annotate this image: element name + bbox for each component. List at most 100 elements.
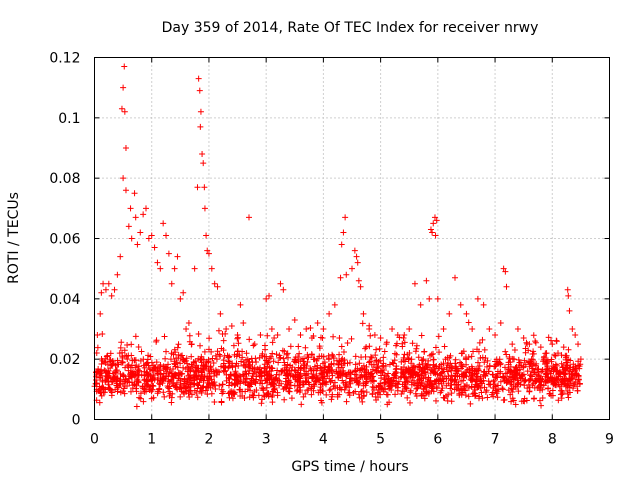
data-point: [205, 358, 212, 365]
data-point: [264, 332, 271, 339]
data-point: [105, 384, 112, 391]
data-point: [486, 362, 493, 369]
data-point: [191, 265, 198, 272]
data-point: [513, 363, 520, 370]
data-point: [319, 387, 326, 394]
data-point: [512, 401, 519, 408]
data-point: [127, 388, 134, 395]
data-point: [303, 326, 310, 332]
data-point: [342, 214, 349, 221]
data-point: [154, 367, 161, 374]
data-point: [425, 374, 432, 381]
data-point: [454, 372, 461, 379]
data-point: [527, 372, 534, 379]
data-point: [349, 265, 355, 272]
data-point: [575, 341, 582, 348]
data-point: [433, 217, 440, 224]
data-point: [273, 351, 280, 358]
data-point: [155, 388, 162, 395]
data-point: [262, 357, 269, 364]
data-point: [551, 364, 558, 371]
data-point: [317, 334, 324, 341]
data-point: [203, 232, 210, 239]
data-point: [400, 368, 407, 375]
data-point: [143, 377, 150, 384]
data-point: [340, 229, 347, 236]
data-point: [180, 364, 187, 371]
data-point: [214, 283, 221, 290]
data-point: [135, 378, 142, 385]
data-point: [447, 376, 454, 383]
data-point: [205, 383, 212, 390]
data-point: [462, 392, 469, 399]
data-point: [502, 348, 509, 355]
data-point: [489, 371, 496, 378]
data-point: [399, 388, 406, 395]
data-point: [376, 386, 383, 393]
data-point: [226, 375, 233, 382]
data-point: [565, 292, 572, 299]
data-point: [163, 232, 170, 239]
data-point: [177, 393, 184, 400]
data-point: [281, 362, 288, 369]
data-point: [121, 378, 128, 385]
data-point: [566, 384, 573, 391]
data-point: [240, 319, 247, 326]
data-point: [368, 370, 375, 377]
data-point: [304, 359, 311, 366]
data-point: [338, 343, 345, 350]
data-point: [144, 356, 151, 363]
data-point: [567, 364, 574, 371]
data-point: [261, 342, 268, 349]
data-point: [225, 358, 232, 365]
data-point: [134, 241, 141, 248]
data-point: [260, 392, 267, 399]
data-point: [310, 374, 317, 381]
data-point: [283, 381, 290, 388]
data-point: [542, 379, 549, 386]
data-point: [278, 380, 285, 387]
data-point: [545, 334, 552, 341]
data-point: [574, 378, 581, 385]
data-point: [508, 378, 515, 385]
data-point: [494, 374, 501, 381]
data-point: [120, 175, 127, 182]
data-point: [463, 361, 470, 368]
data-point: [140, 398, 147, 405]
data-point: [297, 365, 304, 372]
data-point: [188, 375, 195, 382]
data-point: [500, 265, 507, 272]
data-point: [476, 339, 483, 346]
data-point: [218, 398, 225, 405]
data-point: [447, 385, 454, 392]
data-point: [493, 373, 500, 380]
data-point: [481, 359, 488, 366]
data-point: [148, 232, 155, 239]
data-point: [235, 378, 242, 385]
data-point: [355, 277, 362, 284]
data-point: [556, 383, 563, 390]
data-point: [209, 355, 216, 362]
data-point: [125, 223, 132, 230]
data-point: [103, 368, 110, 375]
data-point: [260, 385, 267, 392]
data-point: [117, 389, 124, 396]
data-point: [257, 332, 264, 339]
data-point: [512, 383, 519, 390]
data-point: [323, 391, 330, 398]
data-point: [233, 353, 240, 360]
data-point: [358, 388, 365, 395]
data-point: [403, 385, 410, 392]
data-point: [459, 363, 466, 370]
data-point: [312, 378, 319, 385]
y-tick-label: 0.12: [49, 51, 80, 67]
data-point: [313, 372, 320, 379]
data-point: [252, 355, 259, 362]
data-point: [166, 370, 173, 377]
y-tick-label: 0.04: [49, 292, 80, 308]
data-point: [391, 350, 398, 357]
x-tick-label: 7: [491, 432, 500, 448]
data-point: [165, 361, 172, 368]
data-point: [280, 355, 287, 362]
data-point: [335, 357, 342, 364]
